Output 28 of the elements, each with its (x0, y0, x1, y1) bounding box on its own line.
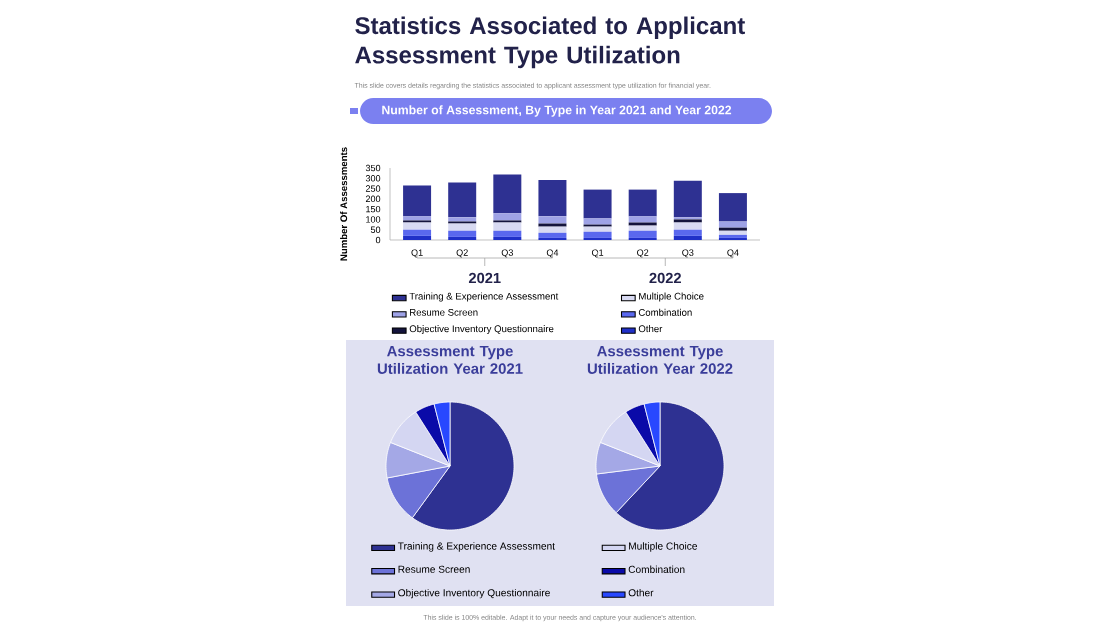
bar (538, 216, 567, 224)
bar (673, 180, 702, 218)
bar (538, 179, 567, 217)
bar (538, 232, 567, 238)
bar (493, 230, 522, 237)
bar (718, 193, 747, 222)
bar (493, 174, 522, 214)
bar (493, 222, 522, 231)
bar (628, 216, 657, 223)
bar (628, 189, 657, 217)
bar (403, 229, 432, 236)
bar (628, 225, 657, 231)
bar (448, 182, 477, 218)
bar (583, 231, 612, 238)
bar (538, 226, 567, 233)
bar (673, 229, 702, 236)
bar (718, 221, 747, 228)
bar (493, 213, 522, 221)
bar (448, 230, 477, 237)
chart-title: Statistics Associated to Applicant Assessment Type Utilization (355, 16, 745, 69)
bar (403, 222, 432, 230)
bar (673, 222, 702, 230)
bar (583, 218, 612, 225)
bar (583, 189, 612, 219)
bar (403, 185, 432, 217)
bar (583, 226, 612, 232)
bar (628, 230, 657, 238)
bar (448, 223, 477, 231)
